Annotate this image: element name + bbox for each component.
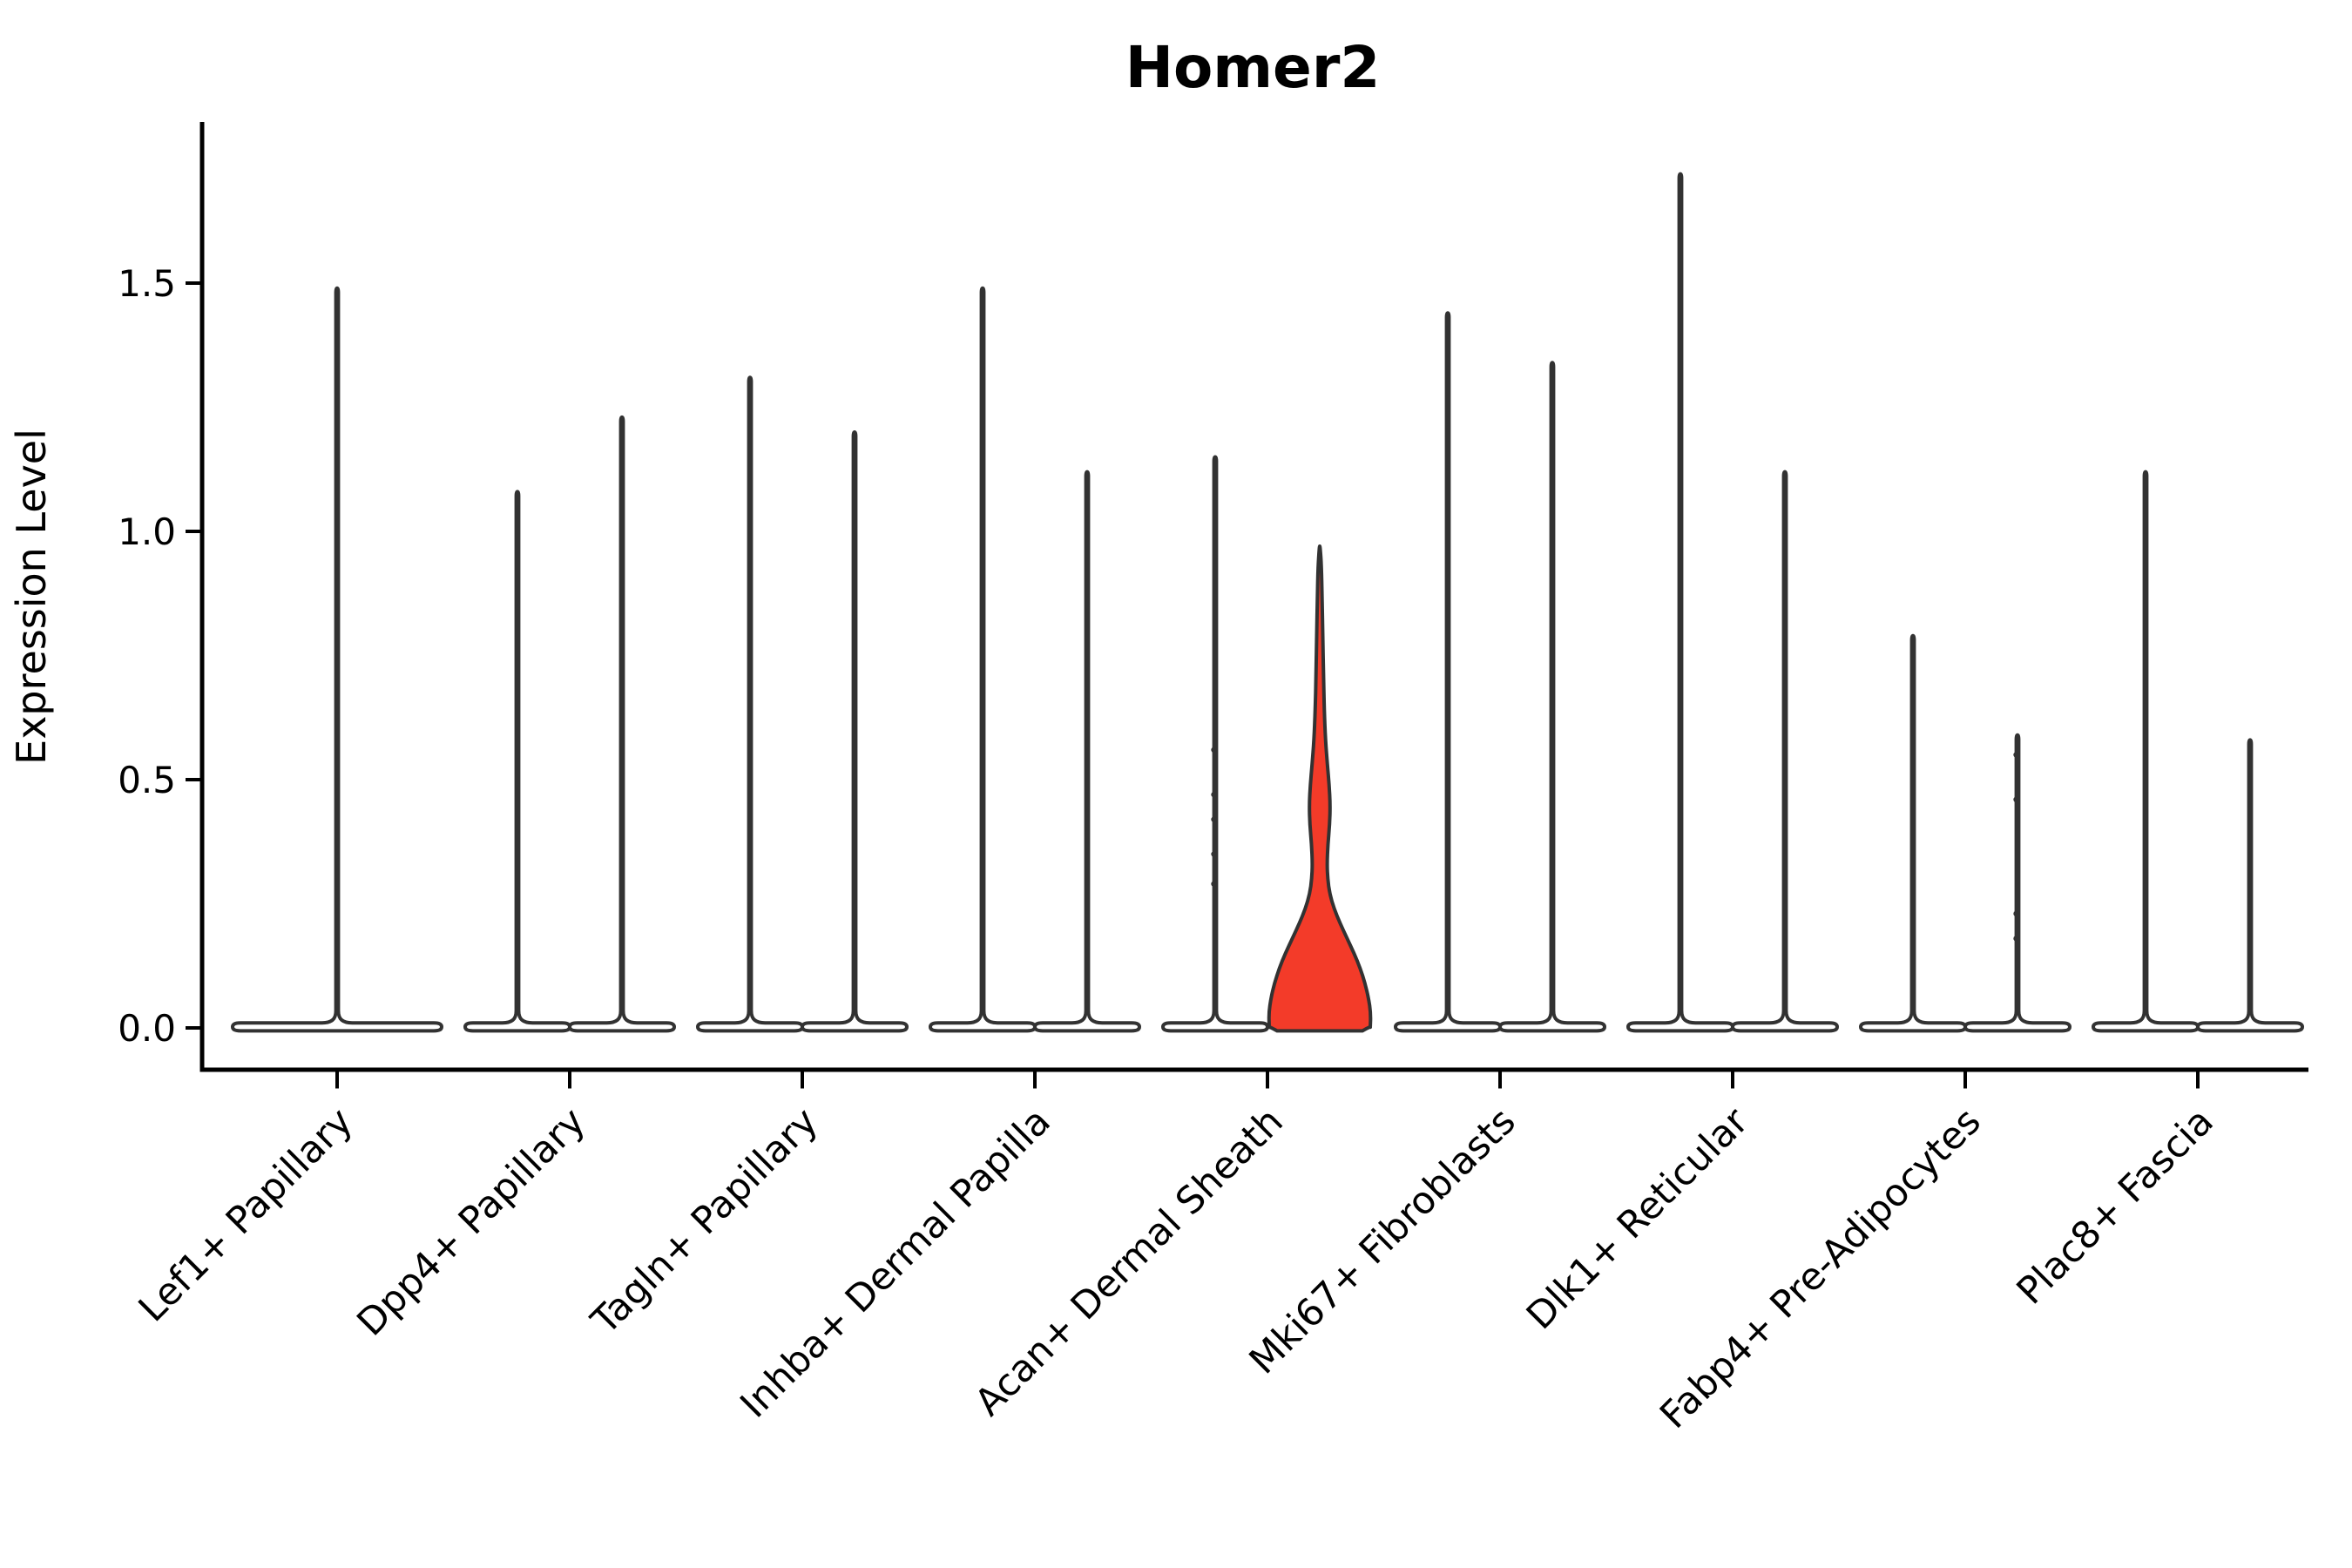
y-axis-label: Expression Level	[8, 429, 55, 765]
chart-title: Homer2	[1125, 34, 1381, 101]
x-tick-label: Tagln+ Papillary	[583, 1099, 827, 1343]
x-tick-label: Plac8+ Fascia	[2009, 1099, 2222, 1313]
cell-point-fabp4-pre-adipocytes	[2013, 910, 2019, 917]
violin-mki67-fibroblasts-right	[1498, 361, 1606, 1033]
x-tick-label: Lef1+ Papillary	[131, 1099, 362, 1330]
violin-dpp4-papillary-right	[568, 415, 676, 1033]
violin-dlk1-reticular-left	[1626, 172, 1734, 1033]
x-tick-label: Dlk1+ Reticular	[1518, 1099, 1757, 1338]
x-tick-label: Mki67+ Fibroblasts	[1241, 1099, 1524, 1382]
y-tick-label: 0.5	[118, 759, 176, 801]
violin-fabp4-pre-adipocytes-right	[1963, 733, 2072, 1033]
axes	[186, 122, 2308, 1089]
violin-inhba-dermal-papilla-right	[1033, 470, 1141, 1033]
violin-mki67-fibroblasts-left	[1394, 311, 1502, 1033]
violin-acan-dermal-sheath-left	[1161, 455, 1269, 1033]
violin-tagln-papillary-right	[801, 430, 909, 1033]
x-tick-label: Dpp4+ Papillary	[349, 1099, 594, 1344]
y-tick-label: 1.5	[118, 262, 176, 305]
violin-plac8-fascia-left	[2092, 470, 2200, 1033]
y-tick-label: 0.0	[118, 1007, 176, 1050]
violin-plac8-fascia-right	[2196, 738, 2304, 1033]
violins-layer	[231, 172, 2304, 1033]
violin-dpp4-papillary-left	[463, 490, 571, 1033]
cell-point-acan-dermal-sheath	[1211, 791, 1217, 798]
violin-fabp4-pre-adipocytes-left	[1859, 633, 1967, 1033]
cell-point-acan-dermal-sheath	[1211, 747, 1217, 753]
cell-point-fabp4-pre-adipocytes	[2013, 936, 2019, 942]
y-tick-labels: 0.0 0.5 1.0 1.5	[118, 262, 176, 1050]
y-tick-label: 1.0	[118, 510, 176, 553]
violin-dlk1-reticular-right	[1731, 470, 1839, 1033]
violin-acan-dermal-sheath-right	[1267, 544, 1373, 1033]
cell-point-acan-dermal-sheath	[1211, 881, 1217, 887]
cell-point-acan-dermal-sheath	[1211, 816, 1217, 822]
violin-lef1-papillary-full	[231, 286, 443, 1033]
cell-point-fabp4-pre-adipocytes	[2013, 752, 2019, 758]
cell-point-acan-dermal-sheath	[1211, 851, 1217, 857]
cell-point-fabp4-pre-adipocytes	[2013, 796, 2019, 802]
violin-tagln-papillary-left	[696, 375, 804, 1033]
violin-inhba-dermal-papilla-left	[929, 286, 1037, 1033]
